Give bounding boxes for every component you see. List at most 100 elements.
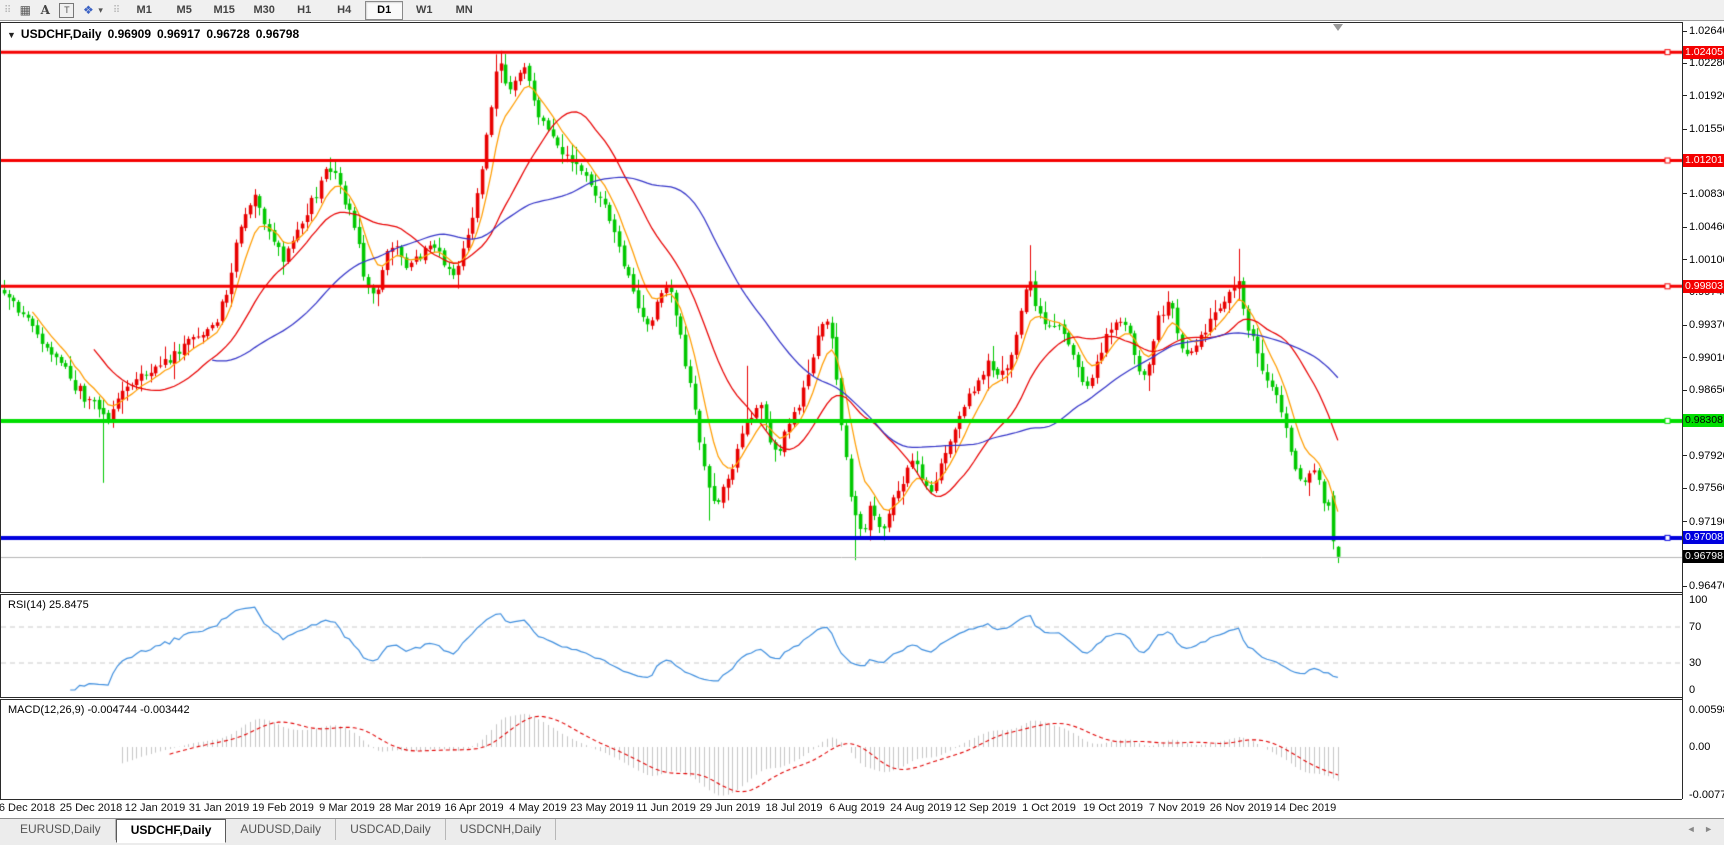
date-tick-label: 16 Apr 2019 <box>444 802 504 814</box>
date-tick-label: 19 Feb 2019 <box>252 802 314 814</box>
date-tick-label: 19 Oct 2019 <box>1083 802 1143 814</box>
chart-tab-usdcad[interactable]: USDCAD,Daily <box>336 819 446 840</box>
toolbar-grip-icon[interactable]: ⠿ <box>112 4 121 16</box>
price-tick-mark <box>1683 389 1687 391</box>
price-tick-mark <box>1683 193 1687 195</box>
price-tick-mark <box>1683 455 1687 457</box>
tab-scroll-arrows: ◄ ► <box>1687 824 1716 834</box>
timeframe-h4-button[interactable]: H4 <box>337 3 352 16</box>
price-tick-mark <box>1683 226 1687 228</box>
price-tick-label: 1.02280 <box>1689 57 1724 70</box>
price-tick-mark <box>1683 259 1687 261</box>
price-tick-mark <box>1683 95 1687 97</box>
date-tick-label: 12 Jan 2019 <box>124 802 186 814</box>
price-level-badge: 0.97008 <box>1683 531 1724 545</box>
collapse-arrow-icon[interactable]: ▼ <box>7 30 16 40</box>
macd-chart-canvas[interactable] <box>1 700 1681 798</box>
chart-tab-eurusd[interactable]: EURUSD,Daily <box>6 819 116 840</box>
chart-header: ▼ USDCHF,Daily 0.96909 0.96917 0.96728 0.9679… <box>7 27 305 41</box>
ohlc-high: 0.96917 <box>157 27 201 41</box>
date-axis[interactable]: 6 Dec 2018 25 Dec 2018 12 Jan 2019 31 Jan 2… <box>0 800 1682 818</box>
date-tick-label: 11 Jun 2019 <box>636 802 696 814</box>
date-tick-label: 25 Dec 2018 <box>59 802 123 814</box>
date-tick-label: 1 Oct 2019 <box>1022 802 1076 814</box>
crosshair-tool-icon[interactable]: A <box>40 3 50 17</box>
price-tick-mark <box>1683 487 1687 489</box>
rsi-level-label: 70 <box>1689 621 1702 633</box>
date-tick-label: 6 Aug 2019 <box>829 802 885 814</box>
rsi-level-label: 100 <box>1689 594 1708 606</box>
price-tick-mark <box>1683 521 1687 522</box>
rsi-chart-canvas[interactable] <box>1 595 1681 697</box>
macd-axis-label: 0.00 <box>1689 741 1711 753</box>
chart-grid-icon[interactable]: ▦ <box>19 3 31 17</box>
toolbar-grip-icon[interactable]: ⠿ <box>4 4 12 16</box>
date-tick-label: 26 Nov 2019 <box>1209 802 1273 814</box>
date-tick-label: 31 Jan 2019 <box>188 802 250 814</box>
date-tick-label: 4 May 2019 <box>509 802 567 814</box>
arrange-charts-icon[interactable]: ❖ <box>82 3 94 17</box>
macd-axis-label: 0.005986 <box>1689 704 1724 716</box>
date-tick-label: 7 Nov 2019 <box>1148 802 1206 814</box>
ohlc-open: 0.96909 <box>107 27 151 41</box>
timeframe-d1-button[interactable]: D1 <box>365 0 404 20</box>
price-tick-mark <box>1683 357 1687 359</box>
date-tick-label: 9 Mar 2019 <box>319 802 375 814</box>
price-tick-mark <box>1683 585 1687 587</box>
date-tick-label: 29 Jun 2019 <box>699 802 761 814</box>
price-tick-label: 1.01920 <box>1689 89 1724 102</box>
chart-tab-usdcnh[interactable]: USDCNH,Daily <box>446 819 557 840</box>
symbol-title: USDCHF,Daily <box>20 27 102 41</box>
chart-tab-bar: EURUSD,Daily USDCHF,Daily AUDUSD,Daily USDC… <box>0 818 1724 845</box>
macd-axis-label: -0.007737 <box>1689 788 1724 801</box>
timeframe-w1-button[interactable]: W1 <box>415 3 433 16</box>
date-tick-label: 6 Dec 2018 <box>0 802 56 814</box>
top-toolbar: ⠿ ▦ A T ❖ ▾ ⠿ M1 M5 M15 M30 H1 H4 D1 W1 MN <box>0 0 1724 21</box>
date-tick-label: 14 Dec 2019 <box>1273 802 1337 814</box>
current-price-badge: 0.96798 <box>1683 550 1724 564</box>
timeframe-m1-button[interactable]: M1 <box>136 3 152 16</box>
ohlc-low: 0.96728 <box>206 27 250 41</box>
chart-tab-audusd[interactable]: AUDUSD,Daily <box>226 819 337 840</box>
rsi-level-label: 0 <box>1689 684 1696 696</box>
ohlc-close: 0.96798 <box>255 27 300 41</box>
price-tick-mark <box>1683 128 1687 130</box>
timeframe-m15-button[interactable]: M15 <box>213 3 235 16</box>
price-level-badge: 1.01201 <box>1683 154 1724 167</box>
candlestick-chart-canvas[interactable] <box>1 23 1682 591</box>
rsi-level-label: 30 <box>1689 657 1702 669</box>
chart-tab-usdchf[interactable]: USDCHF,Daily <box>115 819 227 843</box>
timeframe-h1-button[interactable]: H1 <box>297 3 312 16</box>
price-tick-label: 1.02640 <box>1689 25 1724 37</box>
macd-label: MACD(12,26,9) -0.004744 -0.003442 <box>8 704 190 716</box>
date-tick-label: 23 May 2019 <box>570 802 634 814</box>
chart-shift-marker-icon[interactable] <box>1333 24 1343 31</box>
timeframe-buttons: M1 M5 M15 M30 H1 H4 D1 W1 MN <box>124 0 484 20</box>
text-label-tool-icon[interactable]: T <box>59 2 75 18</box>
price-axis-border <box>1682 22 1683 799</box>
price-level-badge: 0.99803 <box>1683 279 1724 293</box>
price-tick-mark <box>1683 62 1687 64</box>
price-tick-mark <box>1683 30 1687 32</box>
chevron-down-icon[interactable]: ▾ <box>98 4 103 15</box>
tab-scroll-left-icon[interactable]: ◄ <box>1686 824 1699 834</box>
timeframe-m30-button[interactable]: M30 <box>253 3 275 16</box>
price-tick-label: 1.00830 <box>1689 187 1724 200</box>
date-tick-label: 18 Jul 2019 <box>765 802 823 814</box>
timeframe-mn-button[interactable]: MN <box>455 3 473 16</box>
price-level-badge: 0.98308 <box>1683 414 1724 428</box>
date-tick-label: 24 Aug 2019 <box>890 802 952 814</box>
tab-scroll-right-icon[interactable]: ► <box>1704 824 1716 834</box>
date-tick-label: 12 Sep 2019 <box>953 802 1017 814</box>
rsi-label: RSI(14) 25.8475 <box>8 599 89 611</box>
timeframe-m5-button[interactable]: M5 <box>176 3 192 16</box>
price-level-badge: 1.02405 <box>1683 45 1724 59</box>
